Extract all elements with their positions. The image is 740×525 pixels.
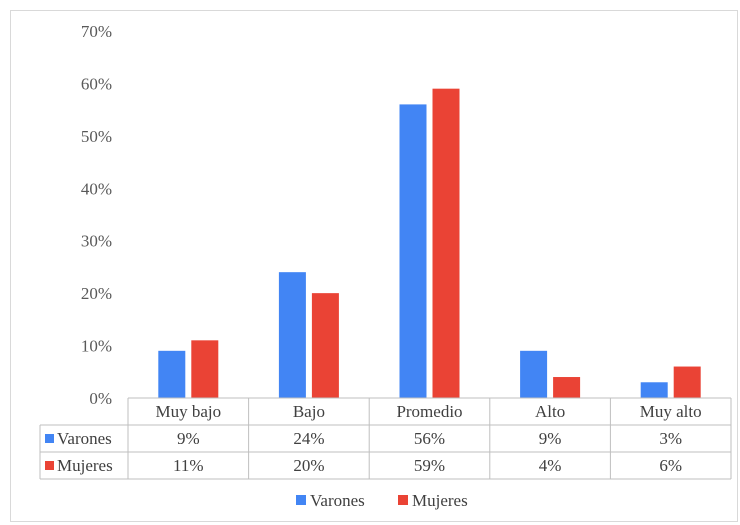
data-label: 11% xyxy=(173,456,204,475)
data-label: 4% xyxy=(539,456,562,475)
y-tick-label: 10% xyxy=(81,337,112,356)
bar-mujeres-3 xyxy=(553,377,581,398)
legend-swatch-mujeres xyxy=(398,495,408,505)
series-key-varones xyxy=(45,434,54,443)
y-tick-label: 0% xyxy=(89,389,112,408)
data-label: 56% xyxy=(414,429,445,448)
bar-mujeres-1 xyxy=(311,293,339,398)
bar-mujeres-0 xyxy=(191,340,219,398)
series-key-mujeres xyxy=(45,461,54,470)
legend-swatch-varones xyxy=(296,495,306,505)
data-label: 9% xyxy=(177,429,200,448)
bar-varones-4 xyxy=(640,382,668,398)
y-tick-label: 30% xyxy=(81,232,112,251)
data-label: 59% xyxy=(414,456,445,475)
bar-mujeres-2 xyxy=(432,88,460,399)
legend-label: Varones xyxy=(310,491,365,510)
y-tick-label: 60% xyxy=(81,74,112,93)
bar-varones-2 xyxy=(399,104,427,399)
category-label: Muy bajo xyxy=(155,402,221,421)
category-label: Alto xyxy=(535,402,565,421)
data-label: 24% xyxy=(293,429,324,448)
series-name: Varones xyxy=(57,429,112,448)
data-label: 6% xyxy=(659,456,682,475)
y-tick-label: 20% xyxy=(81,284,112,303)
bar-varones-3 xyxy=(520,350,548,398)
series-name: Mujeres xyxy=(57,456,113,475)
y-tick-label: 40% xyxy=(81,179,112,198)
chart-frame xyxy=(10,10,738,522)
bar-mujeres-4 xyxy=(673,366,701,398)
category-label: Promedio xyxy=(396,402,462,421)
bar-varones-1 xyxy=(278,272,306,398)
category-label: Bajo xyxy=(293,402,325,421)
y-tick-label: 70% xyxy=(81,22,112,41)
legend-label: Mujeres xyxy=(412,491,468,510)
category-label: Muy alto xyxy=(640,402,702,421)
bar-varones-0 xyxy=(158,350,186,398)
data-label: 9% xyxy=(539,429,562,448)
y-tick-label: 50% xyxy=(81,127,112,146)
data-label: 20% xyxy=(293,456,324,475)
data-label: 3% xyxy=(659,429,682,448)
